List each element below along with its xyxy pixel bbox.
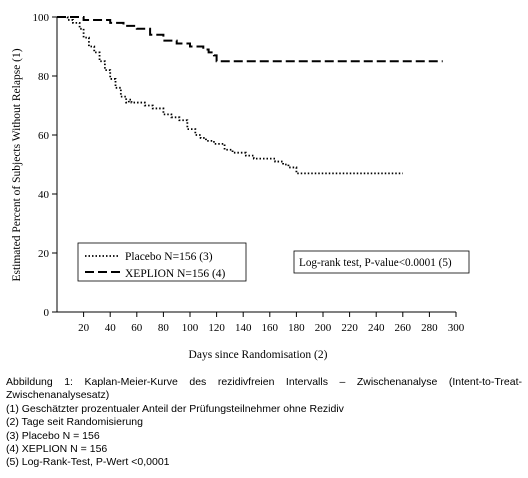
x-tick-label: 260 (395, 322, 412, 334)
x-tick-label: 200 (315, 322, 332, 334)
x-tick-label: 280 (421, 322, 438, 334)
y-tick-label: 40 (38, 189, 50, 201)
x-tick-label: 180 (288, 322, 305, 334)
y-tick-label: 20 (38, 248, 50, 260)
axes (56, 17, 456, 313)
x-tick-label: 300 (448, 322, 465, 334)
caption-note-3: (3) Placebo N = 156 (6, 429, 100, 442)
x-tick-label: 80 (158, 322, 170, 334)
x-tick-label: 160 (262, 322, 279, 334)
legend-box (77, 242, 247, 282)
x-axis-ticks: 20 40 60 80 100 120 140 160 180 200 220 240 260 280 30… (78, 312, 465, 334)
x-axis-label: Days since Randomisation (2) (189, 349, 328, 361)
legend: Placebo N=156 (3) XEPLION N=156 (4) (77, 242, 247, 282)
series-line-placebo (57, 16, 403, 175)
legend-label-xeplion: XEPLION N=156 (4) (125, 268, 226, 280)
logrank-annotation: Log-rank test, P-value<0.0001 (5) (293, 250, 470, 274)
logrank-box (293, 250, 470, 274)
survival-curves (57, 16, 443, 175)
x-tick-label: 60 (131, 322, 143, 334)
x-tick-label: 140 (235, 322, 252, 334)
x-tick-label: 220 (341, 322, 358, 334)
series-line-xeplion (57, 16, 443, 63)
legend-label-placebo: Placebo N=156 (3) (125, 251, 213, 263)
y-axis-label: Estimated Percent of Subjects Without Re… (11, 48, 23, 281)
y-tick-label: 60 (38, 130, 50, 142)
caption-note-2: (2) Tage seit Randomisierung (6, 416, 143, 429)
x-tick-label: 20 (78, 322, 90, 334)
x-tick-label: 120 (208, 322, 225, 334)
figure-caption: Abbildung 1: Kaplan-Meier-Kurve des rezi… (6, 376, 522, 470)
x-tick-label: 240 (368, 322, 385, 334)
x-tick-label: 40 (105, 322, 117, 334)
y-tick-label: 100 (33, 12, 50, 24)
caption-note-4: (4) XEPLION N = 156 (6, 443, 108, 456)
y-axis-ticks: 0 20 40 60 80 100 (33, 12, 57, 319)
caption-title: Abbildung 1: Kaplan-Meier-Kurve des rezi… (6, 376, 522, 402)
caption-note-1: (1) Geschätzter prozentualer Anteil der … (6, 402, 344, 415)
logrank-text: Log-rank test, P-value<0.0001 (5) (299, 257, 452, 269)
y-tick-label: 80 (38, 71, 50, 83)
caption-note-5: (5) Log-Rank-Test, P-Wert <0,0001 (6, 456, 170, 469)
y-tick-label: 0 (44, 307, 50, 319)
x-tick-label: 100 (182, 322, 199, 334)
